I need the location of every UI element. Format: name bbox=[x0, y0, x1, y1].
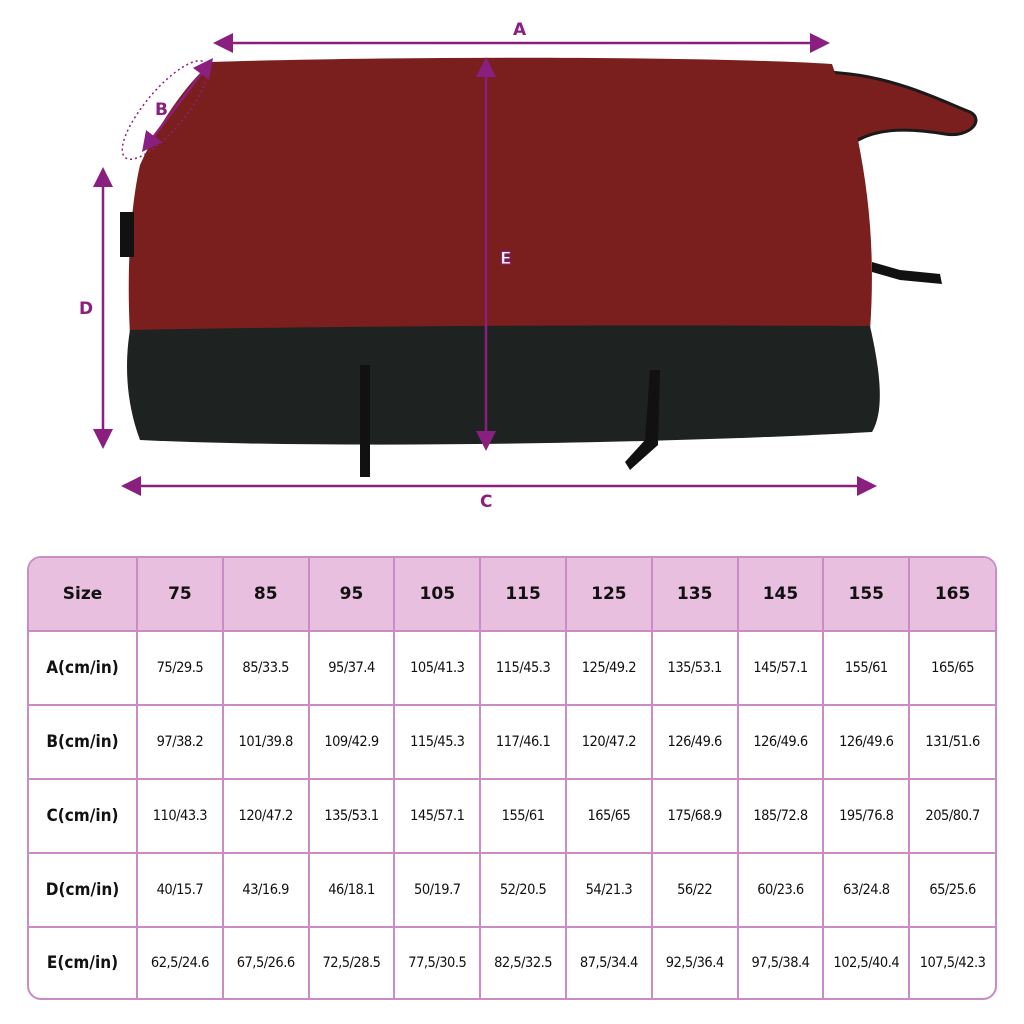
table-cell: 110/43.3 bbox=[136, 778, 224, 855]
table-cell: 87,5/34.4 bbox=[564, 926, 653, 998]
row-label: E(cm/in) bbox=[29, 926, 138, 998]
table-cell: 77,5/30.5 bbox=[393, 926, 482, 998]
header-size-145: 145 bbox=[736, 558, 825, 632]
header-size-115: 115 bbox=[479, 558, 567, 632]
blanket-neck-flap bbox=[828, 70, 978, 142]
table-cell: 85/33.5 bbox=[221, 629, 310, 707]
header-size-155: 155 bbox=[822, 558, 911, 632]
table-cell: 117/46.1 bbox=[479, 704, 567, 781]
table-cell: 135/53.1 bbox=[307, 778, 396, 855]
table-cell: 75/29.5 bbox=[136, 629, 224, 707]
table-cell: 145/57.1 bbox=[393, 778, 482, 855]
header-size-135: 135 bbox=[650, 558, 739, 632]
blanket-top bbox=[128, 57, 872, 336]
label-c: C bbox=[480, 492, 492, 512]
dimension-b-ellipse bbox=[121, 60, 209, 160]
table-row: E(cm/in) 62,5/24.6 67,5/26.6 72,5/28.5 77,5/… bbox=[29, 926, 995, 998]
header-size-165: 165 bbox=[908, 558, 995, 632]
table-cell: 120/47.2 bbox=[221, 778, 310, 855]
table-row: A(cm/in) 75/29.5 85/33.5 95/37.4 105/41.3 115… bbox=[29, 629, 995, 707]
table-cell: 145/57.1 bbox=[736, 629, 825, 707]
table-cell: 165/65 bbox=[564, 778, 653, 855]
table-cell: 62,5/24.6 bbox=[136, 926, 224, 998]
row-label: D(cm/in) bbox=[29, 852, 138, 929]
table-cell: 125/49.2 bbox=[564, 629, 653, 707]
table-cell: 65/25.6 bbox=[908, 852, 995, 929]
table-cell: 175/68.9 bbox=[650, 778, 739, 855]
table-cell: 97/38.2 bbox=[136, 704, 224, 781]
table-cell: 107,5/42.3 bbox=[908, 926, 995, 998]
table-cell: 46/18.1 bbox=[307, 852, 396, 929]
table-cell: 155/61 bbox=[822, 629, 911, 707]
table-cell: 56/22 bbox=[650, 852, 739, 929]
table-cell: 101/39.8 bbox=[221, 704, 310, 781]
label-e: E bbox=[500, 249, 512, 269]
table-header-row: Size 75 85 95 105 115 125 135 145 155 165 bbox=[29, 558, 995, 632]
table-cell: 52/20.5 bbox=[479, 852, 567, 929]
table-cell: 126/49.6 bbox=[650, 704, 739, 781]
row-label: A(cm/in) bbox=[29, 629, 138, 707]
buckle-left bbox=[120, 212, 134, 257]
table-cell: 126/49.6 bbox=[822, 704, 911, 781]
table-cell: 95/37.4 bbox=[307, 629, 396, 707]
table-cell: 165/65 bbox=[908, 629, 995, 707]
table-cell: 105/41.3 bbox=[393, 629, 482, 707]
size-table: Size 75 85 95 105 115 125 135 145 155 165 A(cm/in)… bbox=[27, 556, 997, 1000]
table-cell: 195/76.8 bbox=[822, 778, 911, 855]
header-size-75: 75 bbox=[136, 558, 224, 632]
table-cell: 97,5/38.4 bbox=[736, 926, 825, 998]
table-cell: 126/49.6 bbox=[736, 704, 825, 781]
table-cell: 115/45.3 bbox=[479, 629, 567, 707]
table-cell: 60/23.6 bbox=[736, 852, 825, 929]
table-cell: 131/51.6 bbox=[908, 704, 995, 781]
table-cell: 40/15.7 bbox=[136, 852, 224, 929]
table-cell: 92,5/36.4 bbox=[650, 926, 739, 998]
table-cell: 109/42.9 bbox=[307, 704, 396, 781]
row-label: C(cm/in) bbox=[29, 778, 138, 855]
table-cell: 205/80.7 bbox=[908, 778, 995, 855]
table-cell: 63/24.8 bbox=[822, 852, 911, 929]
table-row: B(cm/in) 97/38.2 101/39.8 109/42.9 115/45.3 1… bbox=[29, 704, 995, 781]
label-b: B bbox=[155, 100, 168, 120]
table-cell: 50/19.7 bbox=[393, 852, 482, 929]
table-cell: 67,5/26.6 bbox=[221, 926, 310, 998]
blanket-bottom bbox=[127, 325, 880, 445]
table-cell: 43/16.9 bbox=[221, 852, 310, 929]
header-size-85: 85 bbox=[221, 558, 310, 632]
buckle-right bbox=[872, 262, 942, 284]
strap-left bbox=[360, 365, 370, 477]
horse-blanket-illustration: A B C D E bbox=[79, 20, 978, 512]
strap-right bbox=[625, 370, 660, 470]
table-row: D(cm/in) 40/15.7 43/16.9 46/18.1 50/19.7 52/2… bbox=[29, 852, 995, 929]
table-cell: 72,5/28.5 bbox=[307, 926, 396, 998]
table-cell: 82,5/32.5 bbox=[479, 926, 567, 998]
table-cell: 135/53.1 bbox=[650, 629, 739, 707]
table-row: C(cm/in) 110/43.3 120/47.2 135/53.1 145/57.1… bbox=[29, 778, 995, 855]
label-a: A bbox=[513, 20, 527, 40]
header-size-125: 125 bbox=[564, 558, 653, 632]
table-cell: 102,5/40.4 bbox=[822, 926, 911, 998]
header-size-95: 95 bbox=[307, 558, 396, 632]
table-cell: 54/21.3 bbox=[564, 852, 653, 929]
table-cell: 120/47.2 bbox=[564, 704, 653, 781]
table-cell: 115/45.3 bbox=[393, 704, 482, 781]
header-size: Size bbox=[29, 558, 138, 632]
row-label: B(cm/in) bbox=[29, 704, 138, 781]
dimension-b-line bbox=[141, 58, 214, 152]
header-size-105: 105 bbox=[393, 558, 482, 632]
dimension-lines bbox=[93, 33, 877, 496]
table-cell: 185/72.8 bbox=[736, 778, 825, 855]
label-d: D bbox=[79, 299, 93, 319]
table-cell: 155/61 bbox=[479, 778, 567, 855]
horse-blanket bbox=[120, 57, 978, 477]
